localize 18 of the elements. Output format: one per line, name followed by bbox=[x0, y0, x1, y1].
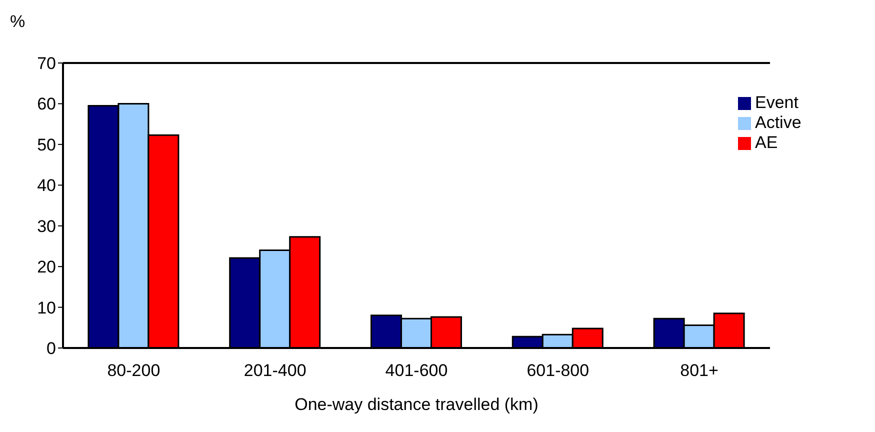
legend-label: Active bbox=[755, 113, 802, 132]
x-axis-title: One-way distance travelled (km) bbox=[294, 395, 538, 414]
y-tick-label: 0 bbox=[46, 339, 56, 358]
y-tick-label: 50 bbox=[37, 135, 56, 154]
y-tick-label: 60 bbox=[37, 94, 56, 114]
x-tick-label: 401-600 bbox=[385, 361, 448, 380]
y-tick-label: 40 bbox=[37, 176, 56, 196]
x-tick-label: 201-400 bbox=[244, 361, 306, 380]
legend-label: Event bbox=[755, 93, 798, 112]
x-tick-label: 801+ bbox=[680, 361, 719, 380]
x-tick-label: 601-800 bbox=[526, 361, 590, 380]
y-tick-label: 20 bbox=[37, 258, 56, 277]
x-tick-label: 80-200 bbox=[107, 361, 160, 380]
y-axis-title: % bbox=[10, 12, 26, 32]
y-tick-label: 30 bbox=[37, 216, 56, 236]
y-tick-label: 70 bbox=[37, 54, 56, 74]
y-tick-label: 10 bbox=[37, 298, 56, 318]
legend-label: AE bbox=[755, 133, 778, 152]
